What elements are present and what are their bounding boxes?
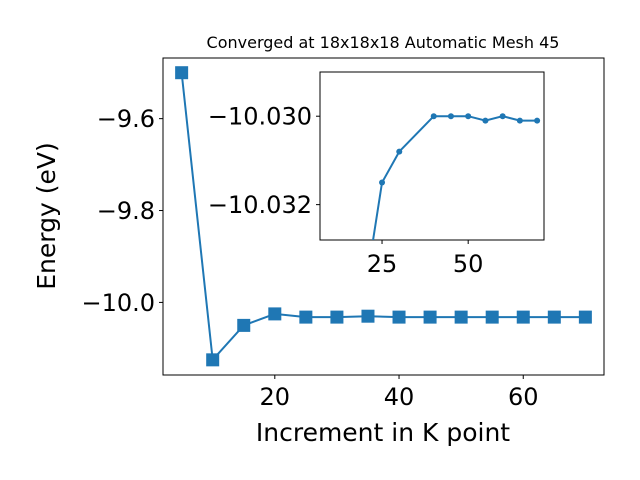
main-data-point	[547, 310, 561, 324]
inset-data-point	[516, 117, 523, 124]
main-data-point	[361, 309, 375, 323]
main-x-tick-label: 20	[260, 383, 291, 411]
main-data-point	[485, 310, 499, 324]
inset-data-point	[465, 113, 472, 120]
inset-data-point	[396, 148, 403, 155]
inset-data-point	[482, 117, 489, 124]
main-x-tick-label: 60	[508, 383, 539, 411]
inset-y-tick-label: −10.032	[208, 191, 312, 219]
main-data-point	[175, 66, 189, 80]
chart-title: Converged at 18x18x18 Automatic Mesh 45	[207, 33, 560, 52]
main-data-point	[330, 310, 344, 324]
inset-data-point	[379, 179, 386, 186]
inset-data-point	[499, 113, 506, 120]
main-x-tick-label: 40	[384, 383, 415, 411]
inset-series	[372, 113, 541, 240]
inset-data-point	[534, 117, 541, 124]
inset-data-point	[447, 113, 454, 120]
main-series	[175, 66, 592, 367]
main-data-point	[423, 310, 437, 324]
inset-plot-frame	[319, 71, 545, 241]
inset-series-line	[372, 115, 538, 240]
main-data-point	[392, 310, 406, 324]
main-data-point	[578, 310, 592, 324]
main-data-point	[268, 307, 282, 321]
main-data-point	[237, 318, 251, 332]
main-data-point	[454, 310, 468, 324]
main-data-point	[516, 310, 530, 324]
y-axis-label: Energy (eV)	[32, 142, 61, 289]
inset-y-tick-label: −10.030	[208, 103, 312, 131]
x-axis-label: Increment in K point	[256, 418, 510, 447]
main-y-tick-label: −9.6	[97, 105, 155, 133]
main-data-point	[299, 310, 313, 324]
main-y-tick-label: −10.0	[81, 289, 155, 317]
inset-data-point	[430, 113, 437, 120]
main-axis-ticks: 20 40 60 −9.6 −9.8 −10.0	[81, 105, 538, 411]
main-data-point	[206, 353, 220, 367]
inset-x-tick-label: 50	[453, 250, 484, 278]
main-y-tick-label: −9.8	[97, 197, 155, 225]
inset-axis-ticks: 25 50 −10.032 −10.030	[208, 103, 484, 278]
inset-x-tick-label: 25	[367, 250, 398, 278]
